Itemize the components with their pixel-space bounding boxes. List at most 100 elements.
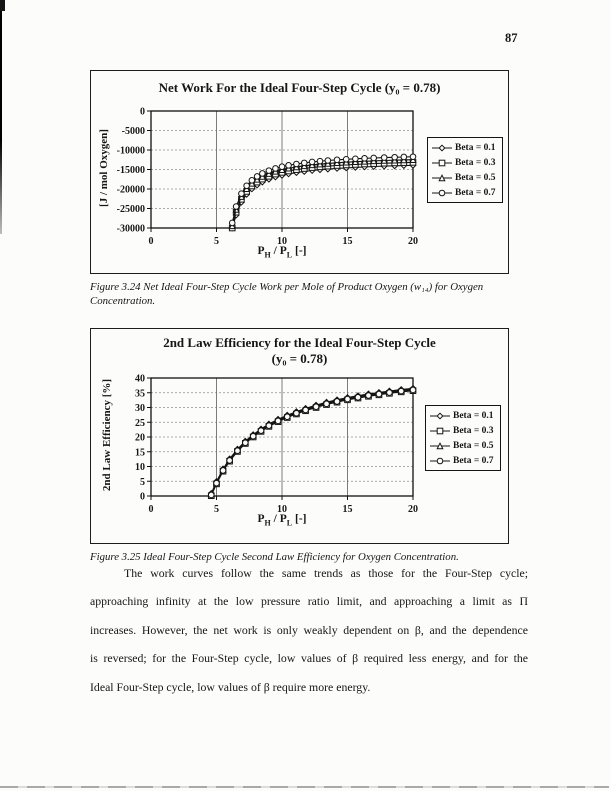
x-tick-label: 5 [214, 236, 219, 247]
circle-marker-icon [285, 162, 292, 169]
circle-marker-icon [302, 406, 309, 414]
circle-marker-icon [226, 457, 233, 464]
legend-entry: Beta = 0.7 [432, 185, 496, 200]
y-tick-label: -10000 [117, 146, 145, 157]
legend-label: Beta = 0.3 [453, 425, 494, 436]
legend-symbol [430, 441, 450, 449]
net-work-chart-plot: 0 -5000 -10000 -15000 -20000 -25000 -30000 0 5 10… [117, 107, 418, 248]
paragraph-line: is reversed; for the Four-Step cycle, lo… [90, 651, 528, 666]
circle-marker-icon [283, 413, 291, 421]
circle-marker-icon [272, 165, 279, 172]
circle-marker-icon [400, 153, 408, 161]
legend-entry: Beta = 0.1 [430, 408, 494, 423]
legend-entry: Beta = 0.7 [430, 453, 494, 468]
circle-marker-icon [344, 395, 351, 403]
y-tick-label: -25000 [117, 204, 145, 215]
circle-marker-icon [259, 170, 266, 177]
circle-marker-icon [253, 173, 261, 180]
y-tick-label: 5 [140, 477, 145, 488]
circle-marker-icon [300, 159, 308, 167]
body-paragraph: The work curves follow the same trends a… [90, 566, 528, 708]
x-axis-label: PH / PL [-] [157, 513, 407, 527]
legend-entry: Beta = 0.3 [430, 423, 494, 438]
figure-box-3-24: Net Work For the Ideal Four-Step Cycle (… [90, 70, 509, 274]
legend-symbol [432, 189, 452, 196]
y-tick-label: 0 [140, 107, 145, 118]
y-tick-label: -5000 [122, 126, 145, 137]
triangle-marker-icon [438, 173, 446, 181]
series-line [210, 387, 414, 494]
legend-entry: Beta = 0.3 [432, 155, 496, 170]
chart-title-efficiency: 2nd Law Efficiency for the Ideal Four-St… [163, 335, 436, 350]
circle-marker-icon [228, 219, 236, 227]
y-tick-label: 35 [135, 388, 145, 399]
legend-label: Beta = 0.7 [455, 187, 496, 198]
circle-marker-icon [365, 392, 372, 399]
y-tick-label: -15000 [117, 165, 145, 176]
triangle-marker-icon [436, 441, 444, 449]
scan-artifact-bottom-edge [0, 786, 609, 788]
circle-marker-icon [308, 158, 316, 166]
circle-marker-icon [265, 167, 273, 174]
y-axis-label: [J / mol Oxygen] [98, 129, 110, 207]
paragraph-line: increases. However, the net work is only… [90, 622, 528, 637]
circle-marker-icon [248, 177, 256, 184]
y-tick-label: 30 [135, 403, 145, 414]
paragraph-line: Ideal Four-Step cycle, low values of β r… [90, 679, 371, 694]
circle-marker-icon [242, 439, 249, 447]
circle-marker-icon [219, 467, 227, 474]
x-tick-label: 20 [408, 504, 418, 515]
legend-label: Beta = 0.3 [455, 157, 496, 168]
paragraph-line: The work curves follow the same trends a… [124, 566, 528, 580]
circle-marker-icon [257, 427, 265, 434]
circle-marker-icon [354, 394, 362, 401]
chart-legend: Beta = 0.1 Beta = 0.3 Beta = 0.5 Beta = 0.7 [427, 137, 503, 203]
circle-marker-icon [293, 160, 300, 168]
caption-line: Figure 3.24 Net Ideal Four-Step Cycle Wo… [90, 281, 484, 293]
square-marker-icon [438, 159, 446, 166]
y-tick-label: 25 [135, 418, 145, 429]
legend-symbol [432, 143, 452, 152]
page-number: 87 [505, 31, 518, 45]
circle-marker-icon [436, 457, 444, 464]
circle-marker-icon [324, 157, 332, 164]
circle-marker-icon [243, 182, 250, 190]
x-label-part: [-] [292, 245, 307, 257]
circle-marker-icon [352, 155, 359, 163]
series-line [210, 388, 414, 495]
scan-artifact-corner [0, 0, 5, 11]
legend-symbol [430, 411, 450, 420]
y-tick-label: 0 [140, 492, 145, 503]
chart-legend: Beta = 0.1 Beta = 0.3 Beta = 0.5 Beta = 0.7 [425, 405, 501, 471]
legend-entry: Beta = 0.5 [432, 170, 496, 185]
circle-marker-icon [370, 154, 378, 162]
circle-marker-icon [409, 153, 417, 161]
circle-marker-icon [375, 390, 383, 398]
x-label-part: [-] [292, 513, 307, 525]
circle-marker-icon [342, 155, 350, 163]
diamond-marker-icon [438, 143, 446, 152]
efficiency-chart-plot: 0 5 10 15 20 25 30 35 40 0 5 10 15 20 [135, 374, 418, 516]
y-tick-label: 20 [135, 433, 145, 444]
circle-marker-icon [361, 155, 368, 162]
paragraph-line: approaching infinity at the low pressure… [90, 594, 528, 609]
circle-marker-icon [274, 417, 282, 425]
y-tick-label: 10 [135, 462, 145, 473]
circle-marker-icon [213, 479, 220, 487]
y-tick-label: -20000 [117, 185, 145, 196]
legend-symbol [430, 457, 450, 464]
legend-label: Beta = 0.7 [453, 455, 494, 466]
legend-label: Beta = 0.5 [455, 172, 496, 183]
x-label-subscript: H [264, 250, 271, 260]
series-line [210, 389, 414, 496]
figure-box-3-25: 2nd Law Efficiency for the Ideal Four-St… [90, 328, 509, 544]
chart-subtitle-efficiency: (y₀ = 0.78) [271, 351, 328, 366]
circle-marker-icon [293, 409, 300, 417]
circle-marker-icon [234, 447, 241, 455]
legend-entry: Beta = 0.1 [432, 140, 496, 155]
circle-marker-icon [409, 386, 417, 394]
circle-marker-icon [386, 389, 393, 396]
x-tick-label: 10 [277, 236, 287, 247]
x-tick-label: 0 [149, 236, 154, 247]
